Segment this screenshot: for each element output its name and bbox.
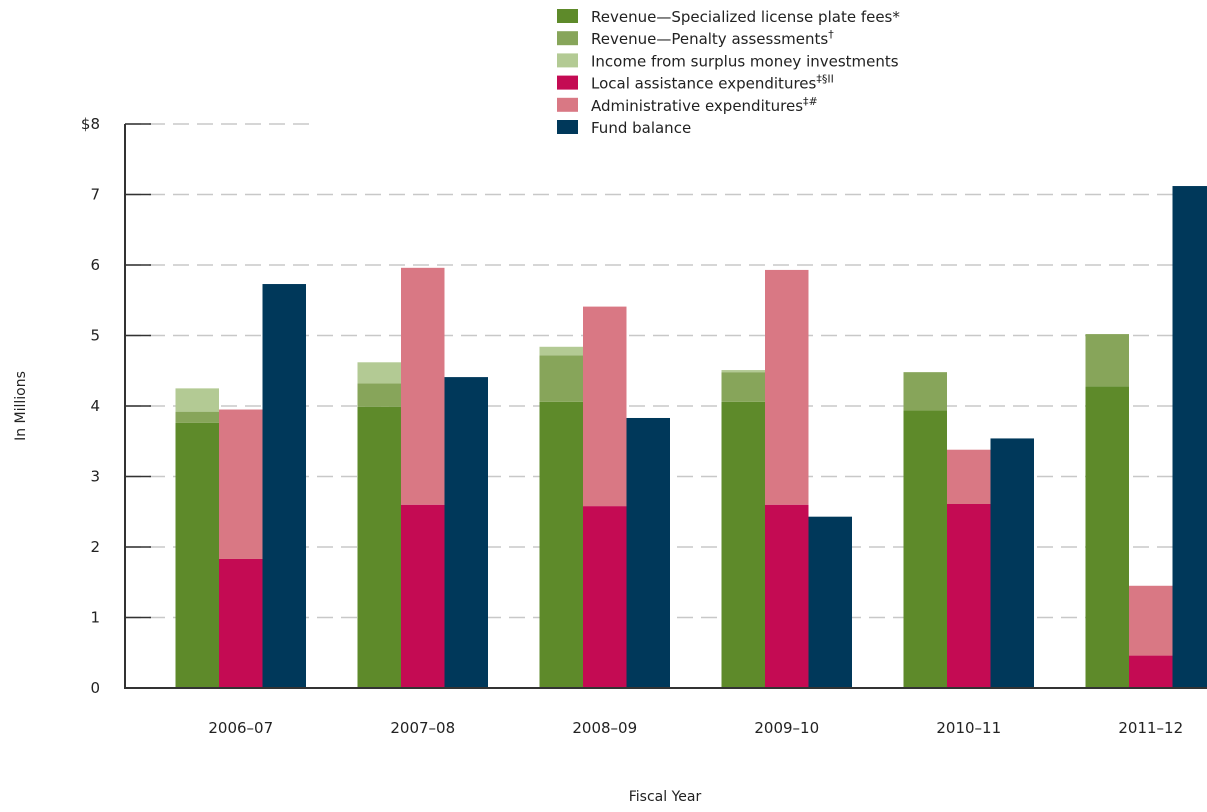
bar [903, 410, 947, 688]
legend-label: Revenue—Penalty assessments† [591, 28, 834, 48]
bar [175, 422, 219, 688]
y-tick-label: $8 [81, 115, 100, 133]
bar [539, 401, 583, 688]
legend-label-text: Fund balance [591, 119, 691, 137]
legend-label: Fund balance [591, 119, 691, 137]
x-tick-label: 2008–09 [572, 719, 637, 737]
bar [1129, 655, 1173, 688]
bar [1085, 386, 1129, 688]
legend-footnote-marker: ‡§II [816, 73, 834, 86]
bar [721, 370, 765, 373]
bar [175, 388, 219, 412]
bar [721, 401, 765, 688]
bar [990, 438, 1034, 688]
bar [583, 506, 627, 688]
legend-swatch [557, 53, 578, 68]
bar [401, 267, 445, 505]
bar [721, 372, 765, 402]
bar [583, 306, 627, 507]
bar [401, 504, 445, 688]
y-tick-label: 2 [90, 538, 100, 556]
bar [357, 383, 401, 407]
x-tick-label: 2010–11 [936, 719, 1001, 737]
x-tick-label: 2011–12 [1118, 719, 1183, 737]
legend-label-text: Revenue—Penalty assessments [591, 30, 828, 48]
x-tick-label: 2009–10 [754, 719, 819, 737]
legend-swatch [557, 97, 578, 112]
legend-label: Administrative expenditures‡# [591, 95, 818, 115]
bars [175, 186, 1207, 689]
bar [765, 269, 809, 505]
legend-label-text: Income from surplus money investments [591, 52, 899, 70]
y-tick-label: 0 [90, 679, 100, 697]
legend-label-text: Local assistance expenditures [591, 75, 817, 93]
x-ticks: 2006–07 2007–08 2008–09 2009–10 2010–11 2011–… [208, 719, 1183, 737]
bar [808, 516, 852, 688]
legend-footnote-marker: † [828, 28, 834, 41]
y-tick-label: 3 [90, 468, 100, 486]
y-tick-label: 1 [90, 609, 100, 627]
legend-swatch [557, 31, 578, 46]
x-tick-label: 2006–07 [208, 719, 273, 737]
x-tick-label: 2007–08 [390, 719, 455, 737]
y-ticks: 0 1 2 3 4 5 6 7 $8 [81, 115, 151, 697]
bar [1085, 334, 1129, 387]
bar [357, 406, 401, 688]
bar [539, 346, 583, 356]
y-tick-label: 6 [90, 256, 100, 274]
y-tick-label: 4 [90, 397, 100, 415]
y-axis-title: In Millions [13, 371, 29, 441]
bar [219, 558, 263, 688]
legend-label-text: Revenue—Specialized license plate fees [591, 8, 893, 26]
bar [262, 284, 306, 688]
bar [219, 409, 263, 559]
y-tick-label: 7 [90, 186, 100, 204]
y-tick-label: 5 [90, 327, 100, 345]
legend-label: Income from surplus money investments [591, 52, 899, 70]
bar [947, 449, 991, 504]
bar [903, 372, 947, 411]
legend-footnote-marker: * [892, 8, 900, 26]
x-axis-title: Fiscal Year [629, 789, 702, 805]
bar [444, 377, 488, 688]
bar [1172, 186, 1207, 689]
bar [1129, 585, 1173, 656]
legend-label: Revenue—Specialized license plate fees* [591, 8, 900, 26]
legend-swatch [557, 9, 578, 23]
legend-footnote-marker: ‡# [803, 95, 818, 108]
legend-swatch [557, 75, 578, 90]
legend: Revenue—Specialized license plate fees*R… [557, 8, 900, 137]
bar [175, 411, 219, 423]
legend-label: Local assistance expenditures‡§II [591, 73, 834, 93]
bar [539, 355, 583, 402]
legend-swatch [557, 120, 578, 134]
bar [765, 504, 809, 688]
legend-label-text: Administrative expenditures [591, 97, 803, 115]
bar [357, 362, 401, 384]
bar [626, 417, 670, 688]
bar [947, 503, 991, 688]
